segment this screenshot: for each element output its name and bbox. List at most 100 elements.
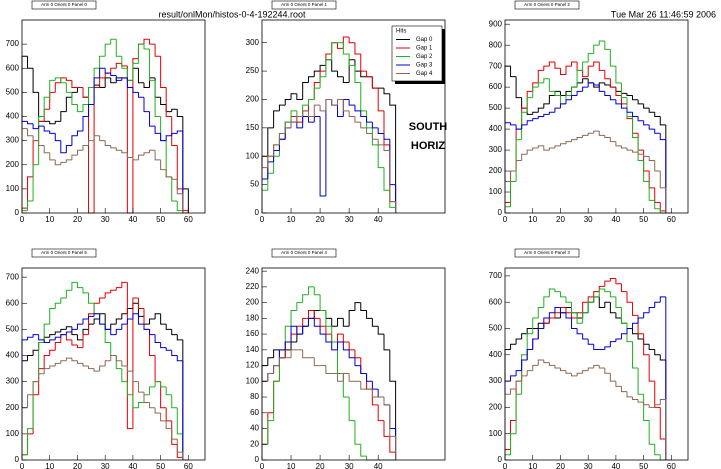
histogram-bin: [49, 91, 56, 110]
histogram-bin: [261, 443, 268, 460]
histogram-bin: [360, 122, 367, 129]
histogram-bin: [71, 135, 78, 146]
y-tick-label: 900: [489, 19, 503, 28]
histogram-bin: [648, 354, 655, 382]
histogram-bin: [313, 104, 321, 117]
y-tick-label: 700: [6, 39, 20, 48]
histogram-bin: [571, 312, 578, 319]
histogram-bin: [290, 325, 297, 342]
histogram-bin: [313, 309, 321, 319]
histogram-bin: [38, 140, 45, 146]
histogram-bin: [54, 120, 61, 124]
histogram-bin: [160, 381, 167, 388]
histogram-bin: [261, 380, 268, 460]
histogram-bin: [548, 312, 555, 318]
histogram-bin: [337, 341, 344, 350]
histogram-bin: [510, 420, 517, 450]
histogram-bin: [593, 44, 600, 54]
histogram-bin: [160, 381, 167, 409]
histogram-bin: [383, 167, 390, 191]
histogram-bin: [115, 355, 122, 370]
histogram-bin: [504, 380, 511, 460]
histogram-bin: [313, 310, 321, 319]
histogram-bin: [296, 302, 303, 311]
histogram-bin: [559, 103, 566, 109]
histogram-bin: [32, 68, 39, 93]
histogram-bin: [654, 404, 661, 408]
histogram-bin: [38, 368, 45, 395]
histogram-bin: [296, 116, 303, 123]
histogram-bin: [604, 82, 611, 86]
histogram-bin: [296, 122, 303, 129]
histogram-bin: [32, 140, 39, 177]
plot-frame: [21, 267, 206, 461]
panel-title: Arm 0 Orient 0 Panel 3: [524, 250, 570, 255]
histogram-bin: [515, 370, 522, 376]
histogram-bin: [615, 87, 622, 97]
histogram-bin: [526, 333, 533, 355]
histogram-bin: [38, 125, 45, 129]
histogram-bin: [121, 150, 128, 154]
histogram-bin: [93, 302, 100, 314]
histogram-bin: [366, 373, 373, 382]
histogram-bin: [319, 64, 326, 72]
histogram-bin: [32, 381, 39, 429]
histogram-bin: [377, 139, 384, 146]
y-tick-label: 600: [6, 63, 20, 72]
histogram-bin: [93, 77, 100, 105]
histogram-bin: [548, 362, 555, 366]
histogram-bin: [71, 326, 78, 336]
histogram-bin: [137, 154, 144, 160]
histogram-bin: [99, 313, 106, 325]
histogram-bin: [82, 363, 89, 367]
histogram-bin: [121, 360, 128, 367]
histogram-bin: [604, 301, 611, 308]
histogram-bin: [654, 129, 661, 134]
histogram-bin: [371, 133, 379, 140]
histogram-bin: [377, 326, 384, 335]
x-tick-label: 10: [45, 215, 54, 224]
histogram-bin: [82, 318, 89, 325]
histogram-bin: [176, 130, 183, 134]
x-tick-label: 0: [503, 462, 508, 469]
histogram-bin: [115, 62, 122, 69]
histogram-bin: [43, 336, 50, 343]
histogram-bin: [54, 77, 61, 81]
histogram-bin: [307, 76, 315, 83]
legend-label: Gap 3: [416, 63, 433, 69]
histogram-bin: [296, 333, 303, 342]
histogram-bin: [143, 152, 150, 156]
histogram-bin: [643, 339, 650, 345]
histogram-bin: [176, 179, 183, 195]
histogram-bin: [576, 90, 583, 96]
x-tick-label: 30: [101, 462, 110, 469]
histogram-bin: [593, 296, 600, 303]
histogram-bin: [554, 90, 561, 96]
histogram-bin: [582, 333, 589, 340]
histogram-bin: [526, 349, 533, 361]
histogram-bin: [267, 357, 274, 366]
histogram-bin: [115, 287, 122, 291]
histogram-bin: [88, 97, 95, 214]
histogram-bin: [121, 63, 128, 67]
y-tick-label: 0: [255, 208, 260, 217]
histogram-bin: [99, 297, 106, 304]
histogram-bin: [537, 145, 544, 148]
histogram-bin: [110, 77, 117, 84]
histogram-bin: [49, 152, 56, 161]
x-tick-label: 10: [528, 215, 537, 224]
histogram-bin: [143, 97, 150, 113]
histogram-bin: [515, 124, 522, 130]
histogram-bin: [325, 326, 332, 335]
y-tick-label: 700: [6, 272, 20, 281]
histogram-bin: [137, 402, 144, 408]
histogram-bin: [176, 145, 183, 190]
histogram-bin: [132, 62, 139, 81]
histogram-bin: [587, 132, 594, 136]
histogram-bin: [331, 59, 338, 72]
histogram-bin: [331, 318, 338, 327]
histogram-bin: [632, 112, 639, 117]
histogram-bin: [654, 112, 661, 117]
histogram-bin: [284, 121, 292, 140]
histogram-bin: [278, 357, 286, 366]
